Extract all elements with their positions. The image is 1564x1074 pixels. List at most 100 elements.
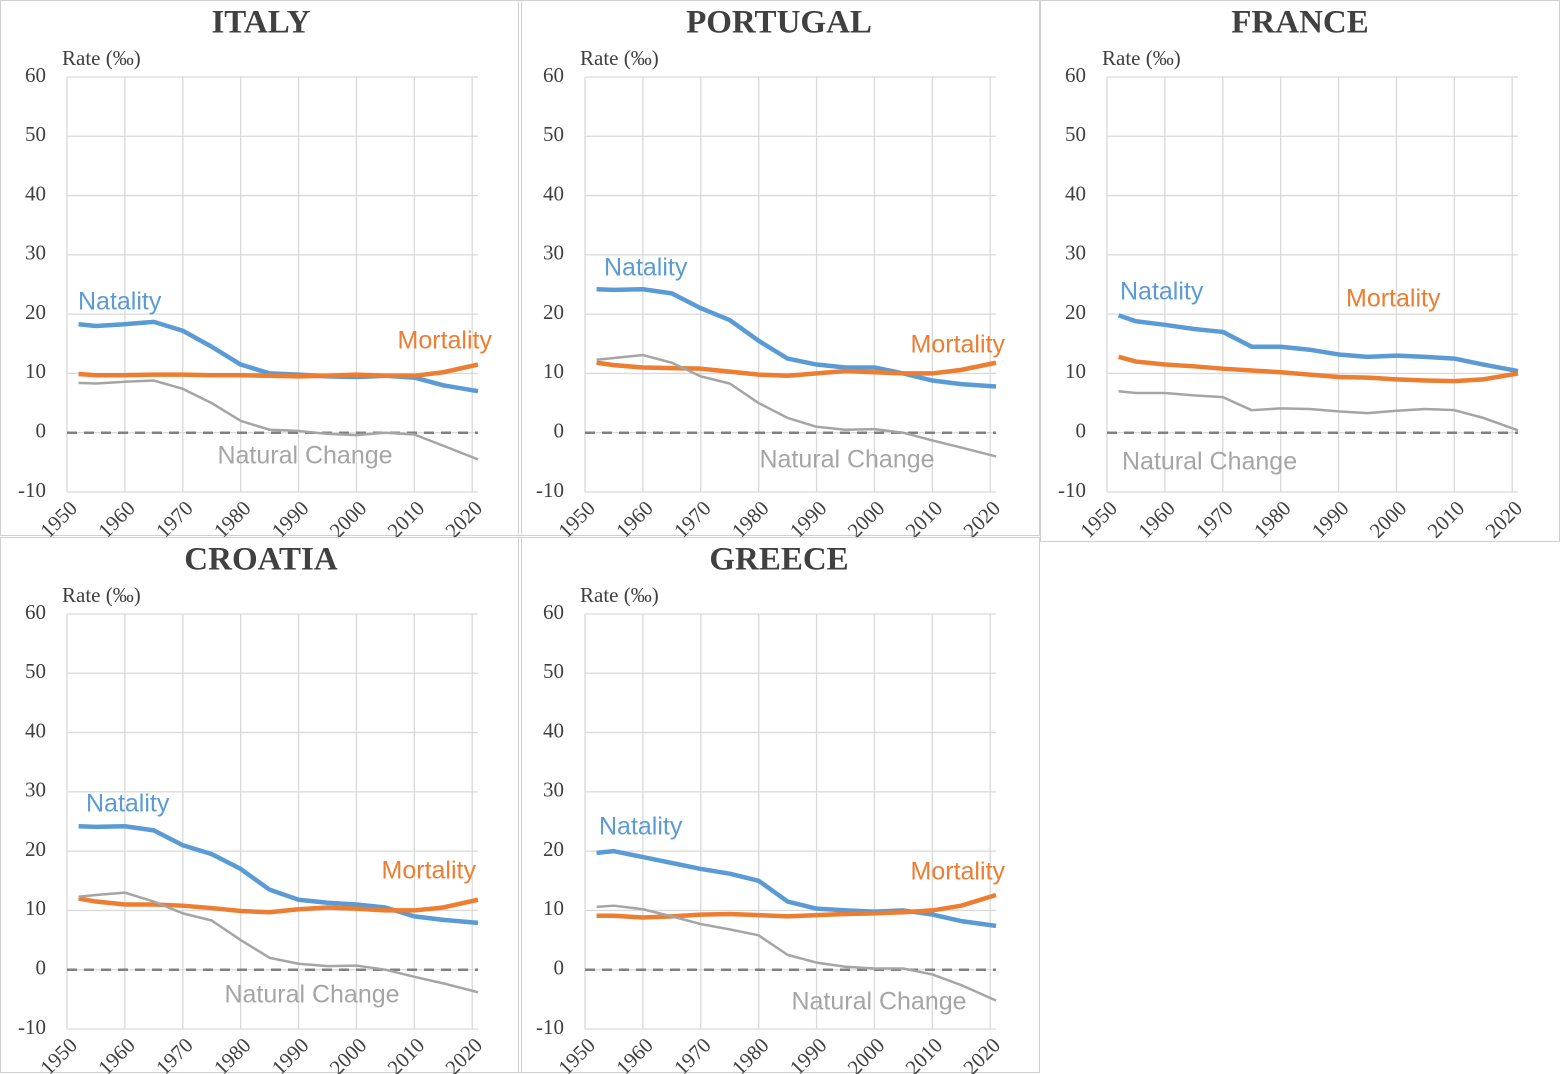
- x-tick-label: 1990: [785, 1033, 832, 1074]
- chart-title: ITALY: [211, 5, 310, 41]
- panel: CROATIA Rate (‰) -10 0 10 20 30 40 50 60 1950 1960 1…: [0, 537, 522, 1074]
- y-tick-label: 0: [36, 956, 47, 980]
- chart-title: GREECE: [709, 542, 848, 578]
- y-tick-label: 10: [543, 896, 564, 920]
- y-axis-label: Rate (‰): [1102, 46, 1181, 70]
- x-tick-label: 1970: [669, 1033, 716, 1074]
- series-line: [596, 892, 997, 920]
- y-tick-label: 40: [25, 718, 46, 742]
- panel-border: [0, 537, 522, 1073]
- y-tick-label: 30: [25, 778, 46, 802]
- series-label: Natality: [599, 813, 683, 841]
- series-label: Natural Change: [791, 988, 966, 1016]
- x-tick-label: 2010: [1423, 496, 1470, 543]
- y-tick-label: 40: [25, 181, 46, 205]
- x-tick-label: 2020: [1480, 496, 1527, 543]
- x-tick-label: 2000: [1365, 496, 1412, 543]
- y-tick-label: 10: [25, 359, 46, 383]
- y-tick-label: 50: [25, 122, 46, 146]
- series-line: [596, 353, 997, 458]
- y-tick-label: 20: [25, 300, 46, 324]
- series-line: [78, 823, 479, 926]
- y-tick-label: 60: [25, 63, 46, 87]
- y-tick-label: 50: [543, 659, 564, 683]
- y-tick-label: 20: [1065, 300, 1086, 324]
- y-tick-label: 10: [25, 896, 46, 920]
- series-label: Natality: [78, 288, 162, 316]
- series-label: Natural Change: [759, 446, 934, 474]
- y-tick-label: 20: [25, 837, 46, 861]
- y-tick-label: -10: [1058, 478, 1086, 502]
- series-line: [78, 896, 479, 915]
- series-label: Mortality: [398, 327, 493, 355]
- x-tick-label: 1960: [93, 1033, 140, 1074]
- chart-title: FRANCE: [1231, 5, 1369, 41]
- series-label: Natality: [86, 790, 170, 818]
- series-label: Natural Change: [1122, 448, 1297, 476]
- series-line: [596, 904, 997, 1002]
- x-tick-label: 1980: [209, 1033, 256, 1074]
- x-tick-label: 2000: [325, 1033, 372, 1074]
- x-tick-label: 2020: [440, 1033, 487, 1074]
- series-label: Natality: [1120, 278, 1204, 306]
- y-tick-label: 40: [543, 718, 564, 742]
- series-line: [78, 891, 479, 994]
- x-tick-label: 2000: [843, 1033, 890, 1074]
- y-tick-label: -10: [536, 478, 564, 502]
- x-tick-label: 1950: [553, 1033, 600, 1074]
- series-line: [1118, 389, 1519, 432]
- series-label: Mortality: [382, 857, 477, 885]
- series-line: [1117, 354, 1519, 384]
- series-line: [596, 360, 997, 379]
- y-axis-label: Rate (‰): [580, 46, 659, 70]
- y-tick-label: 60: [543, 600, 564, 624]
- y-tick-label: 30: [1065, 241, 1086, 265]
- series-label: Natality: [604, 254, 688, 282]
- x-tick-label: 2010: [383, 1033, 430, 1074]
- y-tick-label: 10: [543, 359, 564, 383]
- y-tick-label: 60: [543, 63, 564, 87]
- y-tick-label: -10: [536, 1015, 564, 1039]
- y-tick-label: 20: [543, 300, 564, 324]
- x-tick-label: 1970: [1191, 496, 1238, 543]
- y-tick-label: 30: [25, 241, 46, 265]
- series-line: [78, 379, 479, 461]
- x-tick-label: 1950: [35, 1033, 82, 1074]
- series-label: Mortality: [1346, 285, 1441, 313]
- series-label: Mortality: [911, 858, 1006, 886]
- y-tick-label: 0: [554, 956, 565, 980]
- y-tick-label: 40: [543, 181, 564, 205]
- y-tick-label: -10: [18, 1015, 46, 1039]
- y-tick-label: 60: [1065, 63, 1086, 87]
- panel-border: [518, 0, 1040, 536]
- y-tick-label: 0: [554, 419, 565, 443]
- series-label: Natural Change: [224, 981, 399, 1009]
- x-tick-label: 1960: [611, 1033, 658, 1074]
- x-tick-label: 2010: [901, 1033, 948, 1074]
- y-axis-label: Rate (‰): [62, 583, 141, 607]
- panel-border: [518, 537, 1040, 1073]
- x-tick-label: 1980: [727, 1033, 774, 1074]
- y-tick-label: 50: [1065, 122, 1086, 146]
- y-tick-label: 30: [543, 241, 564, 265]
- y-tick-label: 0: [1076, 419, 1087, 443]
- y-tick-label: 60: [25, 600, 46, 624]
- x-tick-label: 1990: [1307, 496, 1354, 543]
- series-line: [78, 362, 479, 379]
- chart-title: PORTUGAL: [686, 5, 872, 41]
- y-tick-label: 50: [25, 659, 46, 683]
- x-tick-label: 2020: [958, 1033, 1005, 1074]
- chart-title: CROATIA: [184, 542, 338, 578]
- panel-border: [0, 0, 522, 536]
- x-tick-label: 1960: [1133, 496, 1180, 543]
- x-tick-label: 1970: [151, 1033, 198, 1074]
- y-tick-label: 30: [543, 778, 564, 802]
- x-tick-label: 1990: [267, 1033, 314, 1074]
- panel-border: [1040, 0, 1560, 542]
- panel: GREECE Rate (‰) -10 0 10 20 30 40 50 60 1950 1960 19…: [518, 537, 1040, 1074]
- y-axis-label: Rate (‰): [580, 583, 659, 607]
